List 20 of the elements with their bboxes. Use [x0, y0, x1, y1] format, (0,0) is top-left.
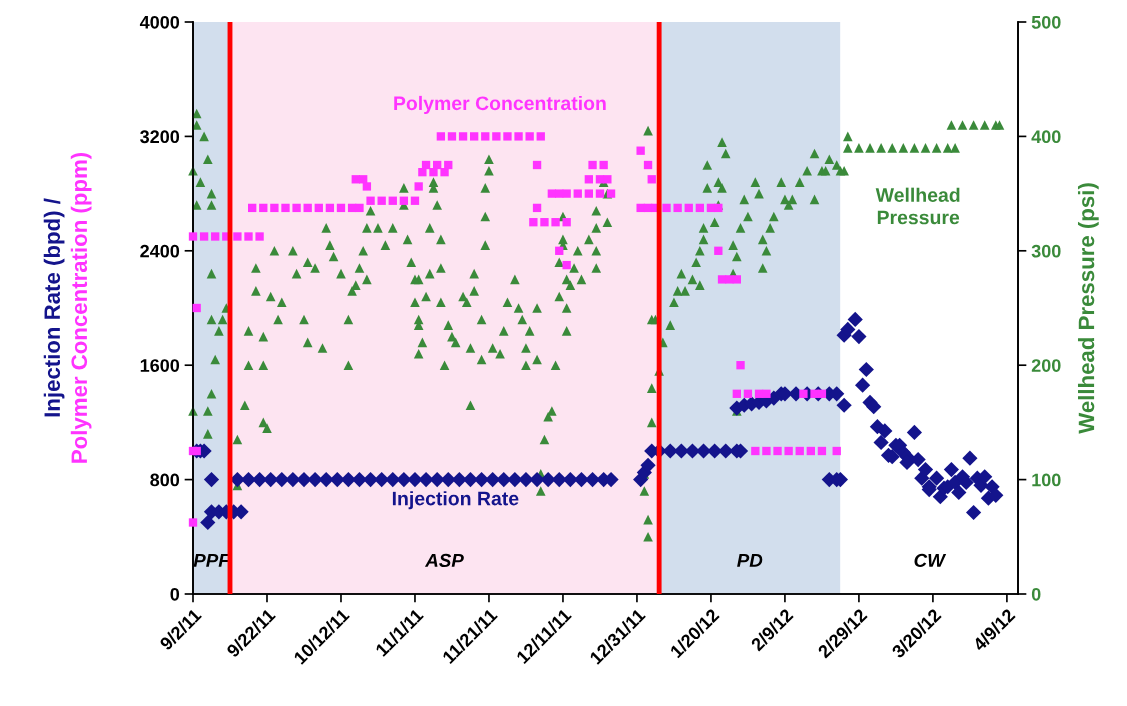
band-label: CW [914, 553, 947, 567]
y-tick-label: 1600 [140, 359, 180, 372]
y-tick-label: 800 [150, 473, 180, 487]
series-label: Injection Rate [392, 491, 519, 510]
y-tick-label: 0 [170, 587, 180, 601]
y2-tick-label: 0 [1031, 587, 1041, 601]
band-label: PD [737, 553, 763, 567]
y2-tick-label: 100 [1032, 473, 1061, 487]
y-tick-label: 3200 [140, 130, 180, 144]
series-label: Polymer Concentration [394, 95, 606, 114]
y2-axis-title: Wellhead Pressure (psi) [1077, 183, 1099, 434]
y2-tick-label: 500 [1031, 15, 1061, 29]
y2-tick-label: 400 [1031, 130, 1061, 144]
y-tick-label: 4000 [139, 15, 180, 29]
y-tick-label: 2400 [140, 244, 180, 258]
y2-tick-label: 300 [1031, 244, 1061, 258]
band-label: ASP [424, 553, 464, 567]
y2-tick-label: 200 [1031, 359, 1061, 372]
series-label: Wellhead Pressure [875, 187, 960, 225]
y-axis-title: Injection Rate (bpd) / Polymer Concentration (ppm) [43, 152, 92, 463]
